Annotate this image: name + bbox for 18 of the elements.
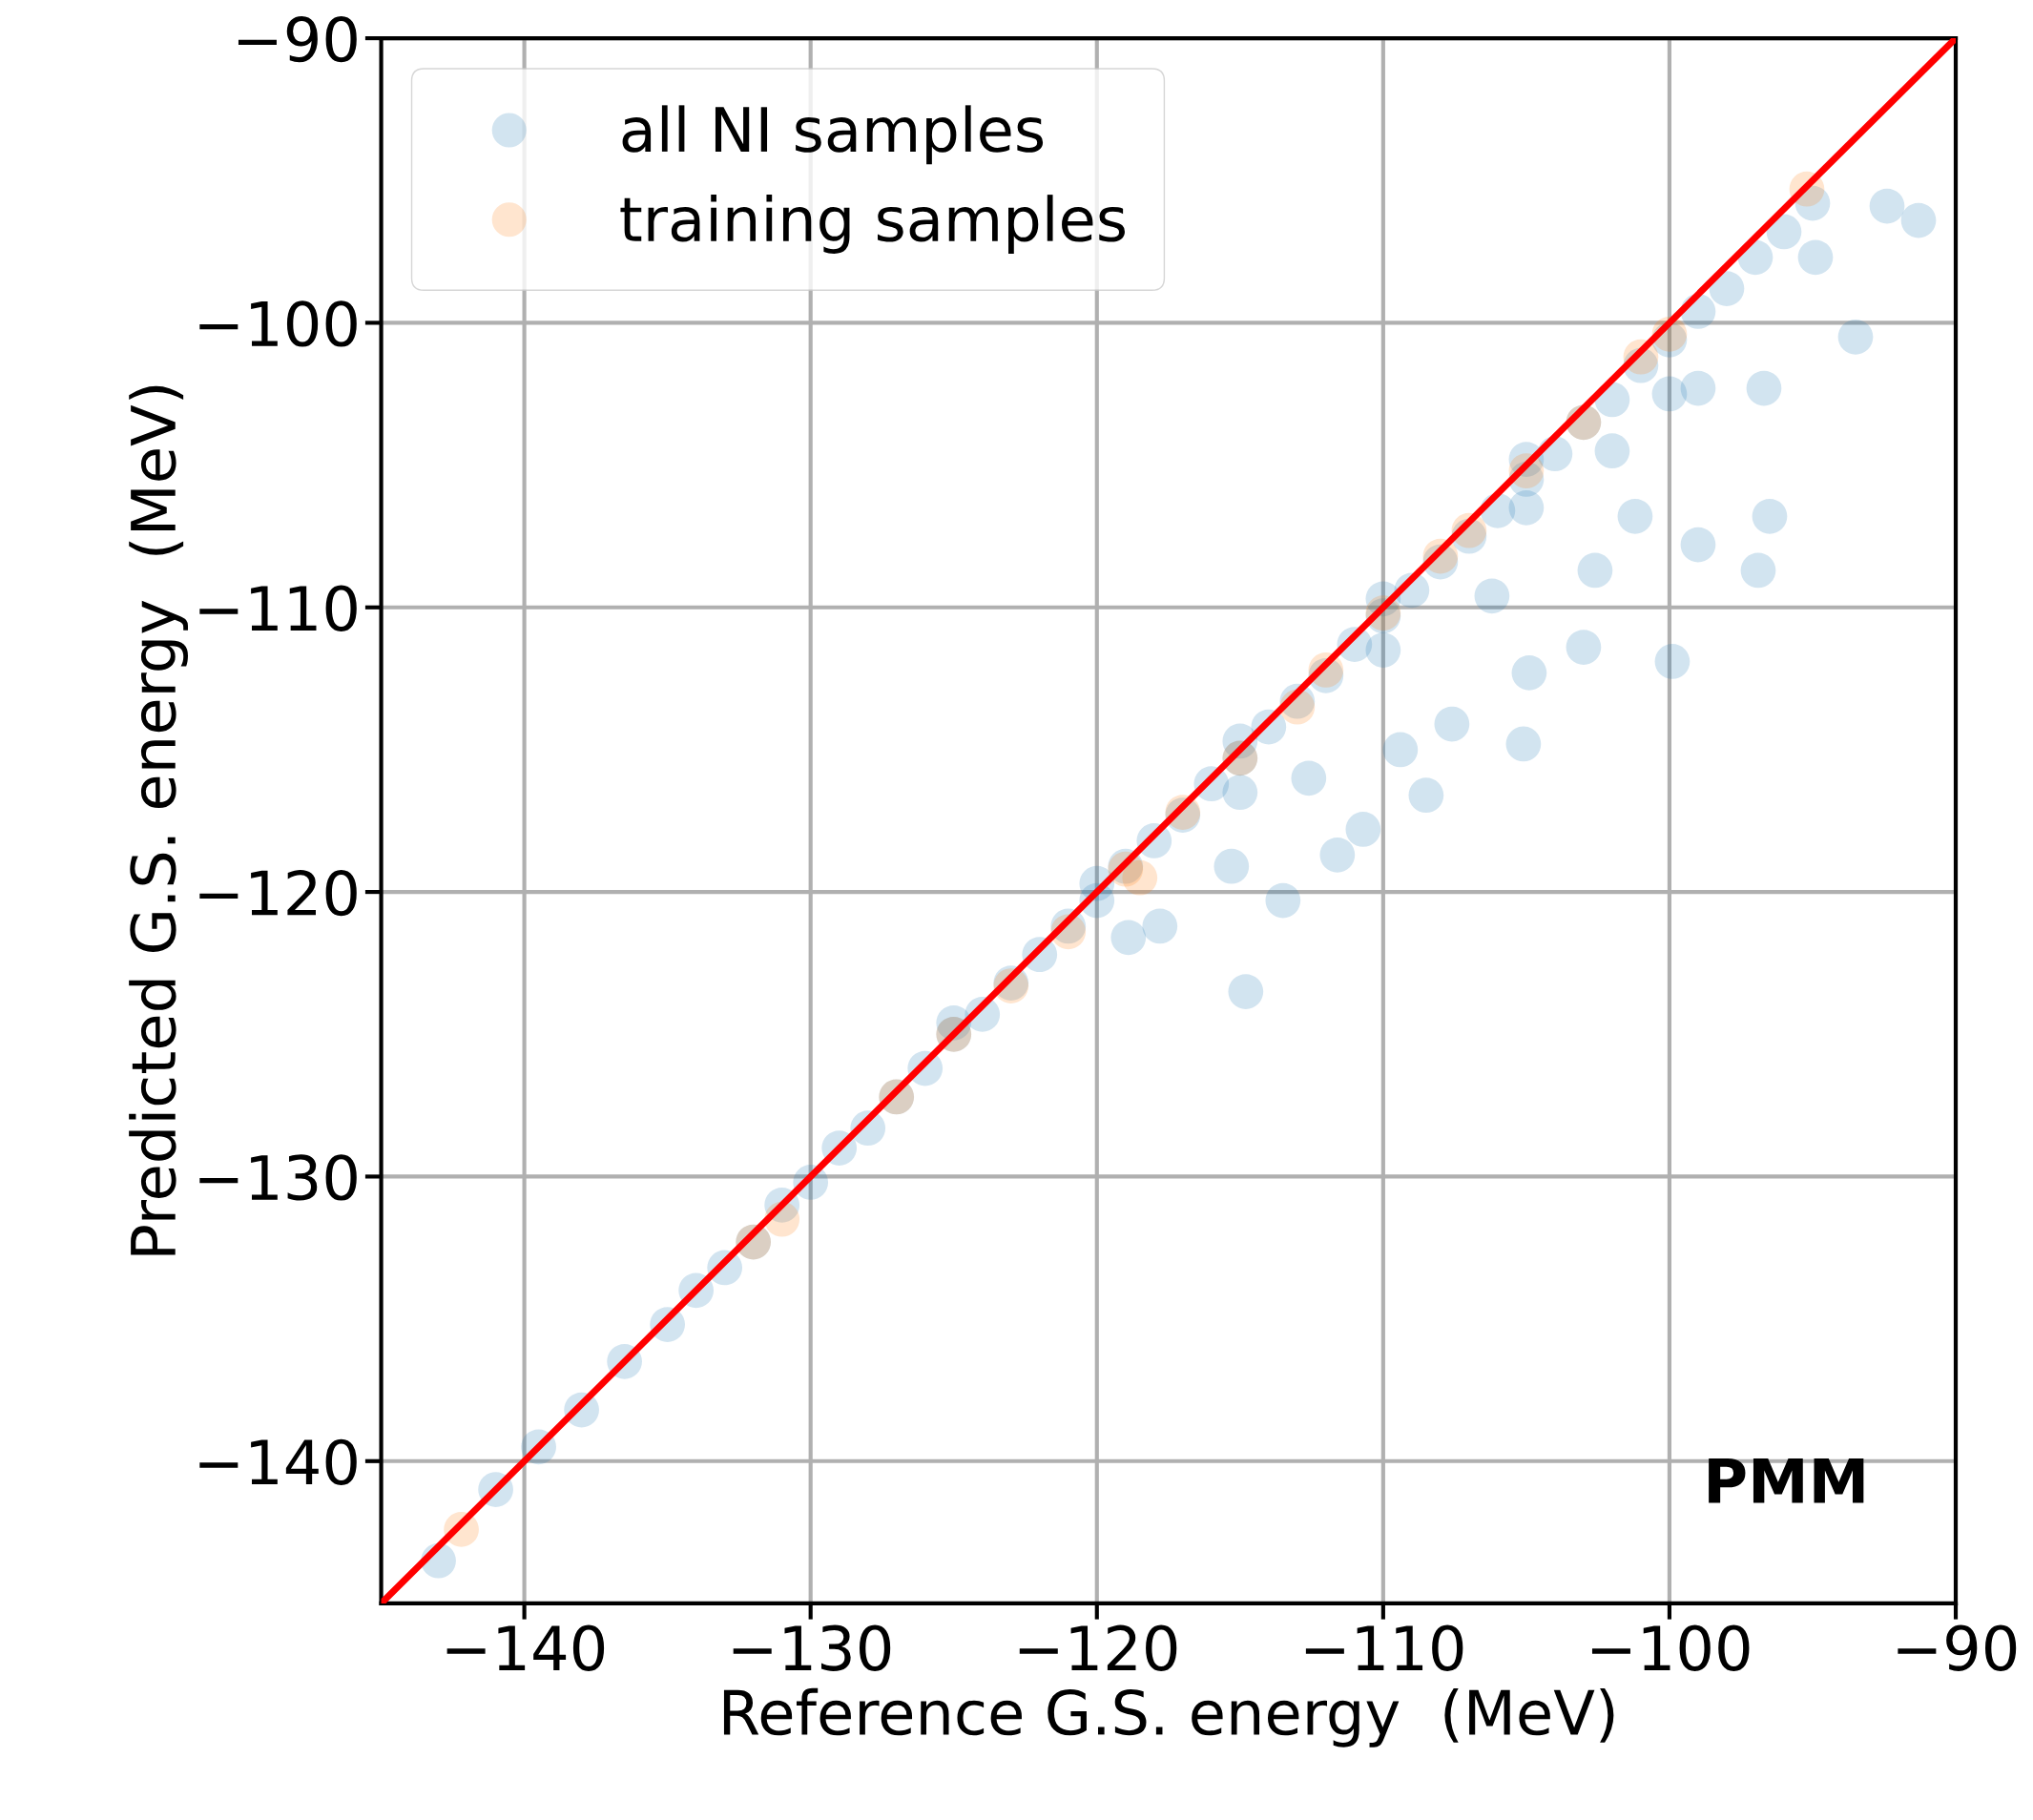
y-tick-label: −110 xyxy=(199,585,357,631)
y-tick-label: −100 xyxy=(199,300,357,347)
y-tick-label: −140 xyxy=(199,1438,357,1485)
y-axis-title: Predicted G.S. energy (MeV) xyxy=(129,385,188,1255)
annotation: PMM xyxy=(1709,1458,1864,1503)
x-axis-title: Reference G.S. energy (MeV) xyxy=(723,1687,1614,1748)
point xyxy=(1122,859,1158,896)
legend-label: training samples xyxy=(620,195,1125,254)
y-tick-label: −90 xyxy=(238,15,357,63)
x-tick-label: −100 xyxy=(1591,1624,1750,1671)
x-tick-label: −110 xyxy=(1305,1624,1463,1671)
y-tick-label: −130 xyxy=(199,1154,357,1201)
x-tick-label: −120 xyxy=(1019,1624,1177,1671)
legend-label: all NI samples xyxy=(622,105,1044,165)
y-tick-label: −120 xyxy=(199,869,357,917)
x-tick-label: −140 xyxy=(446,1624,605,1671)
x-tick-label: −130 xyxy=(733,1624,891,1671)
x-tick-label: −90 xyxy=(1898,1624,2017,1671)
